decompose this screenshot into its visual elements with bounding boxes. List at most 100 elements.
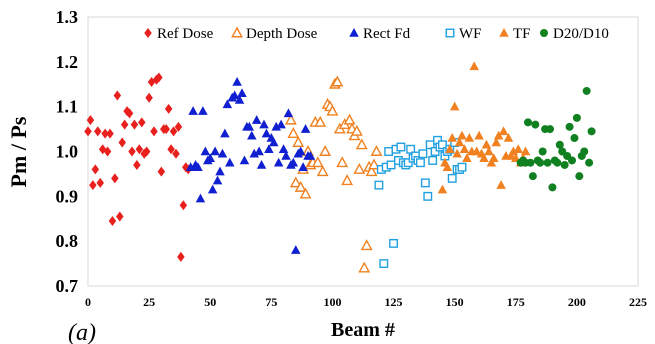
data-point-tf xyxy=(437,184,448,194)
legend-label: WF xyxy=(459,26,482,42)
data-point-rect-fd xyxy=(207,184,218,194)
data-point-rect-fd xyxy=(259,119,269,129)
data-point-ref-dose xyxy=(138,117,146,128)
data-point-depth-dose xyxy=(343,113,356,125)
data-point-ref-dose xyxy=(155,72,163,83)
data-point-tf xyxy=(498,126,509,136)
data-point-depth-dose xyxy=(287,127,300,139)
data-point-wf xyxy=(425,140,435,150)
data-point-depth-dose xyxy=(294,180,307,192)
data-point-tf xyxy=(506,150,516,160)
data-point-tf xyxy=(481,139,492,149)
data-point-depth-dose xyxy=(355,138,368,150)
data-point-depth-dose xyxy=(316,165,329,177)
x-tick-label: 25 xyxy=(143,295,155,309)
data-point-ref-dose xyxy=(84,126,92,137)
y-tick-label: 0.9 xyxy=(56,186,79,206)
data-points xyxy=(84,61,596,273)
data-point-wf xyxy=(428,156,438,165)
data-point-depth-dose xyxy=(336,156,349,168)
data-point-depth-dose xyxy=(331,75,344,87)
data-point-tf xyxy=(442,162,453,171)
data-point-tf xyxy=(474,130,484,140)
data-point-ref-dose xyxy=(179,200,188,211)
data-point-rect-fd xyxy=(229,90,240,100)
data-point-tf xyxy=(520,146,531,156)
data-point-ref-dose xyxy=(167,144,175,155)
data-point-rect-fd xyxy=(193,162,203,171)
data-point-wf xyxy=(418,149,428,159)
y-tick-label: 0.8 xyxy=(56,231,79,251)
data-point-rect-fd xyxy=(271,121,281,131)
data-point-depth-dose xyxy=(370,145,383,156)
data-point-rect-fd xyxy=(256,159,267,169)
data-point-rect-fd xyxy=(300,124,311,133)
y-tick-label: 1.2 xyxy=(56,52,79,72)
data-point-ref-dose xyxy=(106,128,114,139)
data-point-d20-d10 xyxy=(531,120,540,129)
data-point-ref-dose xyxy=(89,180,97,191)
y-axis-title: Pm / Ps xyxy=(6,116,31,187)
data-point-ref-dose xyxy=(177,251,185,262)
data-point-tf xyxy=(491,137,501,147)
data-point-depth-dose xyxy=(365,165,378,177)
data-point-d20-d10 xyxy=(565,122,574,131)
data-point-rect-fd xyxy=(210,146,220,156)
data-point-wf xyxy=(379,259,389,269)
legend-label: Ref Dose xyxy=(157,26,214,42)
data-point-rect-fd xyxy=(298,162,308,171)
data-point-depth-dose xyxy=(360,239,373,251)
data-point-rect-fd xyxy=(273,157,284,167)
data-point-depth-dose xyxy=(319,145,332,156)
data-point-ref-dose xyxy=(169,126,178,137)
axes: 0.7 0.8 0.9 1.0 1.1 1.2 1.3 0 25 50 75 100 125 150 175… xyxy=(56,7,648,309)
data-point-tf xyxy=(479,153,489,162)
legend-label: TF xyxy=(513,26,531,42)
data-point-tf xyxy=(462,153,472,162)
data-point-ref-dose xyxy=(172,148,180,159)
legend-marker xyxy=(144,28,152,38)
data-point-rect-fd xyxy=(237,88,247,97)
data-point-ref-dose xyxy=(125,108,134,119)
data-point-rect-fd xyxy=(264,144,274,154)
x-tick-label: 225 xyxy=(629,295,647,309)
legend: Ref Dose Depth Dose Rect Fd WF TF D20/D10 xyxy=(144,26,609,42)
y-tick-label: 1.1 xyxy=(56,97,79,117)
data-point-rect-fd xyxy=(244,121,255,131)
data-point-ref-dose xyxy=(111,173,119,184)
data-point-wf xyxy=(374,180,384,190)
x-tick-label: 100 xyxy=(323,295,341,309)
data-point-d20-d10 xyxy=(538,147,547,156)
data-point-wf xyxy=(396,142,406,152)
data-point-wf xyxy=(447,173,457,183)
data-point-tf xyxy=(508,146,519,156)
data-point-d20-d10 xyxy=(546,125,554,134)
data-point-depth-dose xyxy=(341,174,354,186)
data-point-rect-fd xyxy=(198,106,208,115)
legend-marker xyxy=(349,28,359,37)
data-point-d20-d10 xyxy=(555,140,564,149)
data-point-rect-fd xyxy=(220,128,230,138)
data-point-wf xyxy=(457,162,467,172)
x-axis-title: Beam # xyxy=(331,319,395,341)
data-point-rect-fd xyxy=(295,146,306,156)
data-point-tf xyxy=(496,180,506,189)
data-point-tf xyxy=(464,133,475,142)
data-point-rect-fd xyxy=(291,245,301,254)
data-point-ref-dose xyxy=(133,159,141,170)
data-point-depth-dose xyxy=(326,104,339,116)
data-point-wf xyxy=(415,158,425,168)
data-point-ref-dose xyxy=(101,128,109,139)
data-point-rect-fd xyxy=(222,99,233,109)
x-tick-label: 50 xyxy=(204,295,216,309)
data-point-rect-fd xyxy=(269,137,279,147)
data-point-ref-dose xyxy=(86,115,95,126)
x-tick-label: 125 xyxy=(385,295,403,309)
data-point-depth-dose xyxy=(299,187,312,199)
legend-label: D20/D10 xyxy=(553,26,609,42)
data-point-d20-d10 xyxy=(582,86,591,95)
data-point-rect-fd xyxy=(305,150,316,160)
x-tick-label: 0 xyxy=(85,295,91,309)
data-point-depth-dose xyxy=(284,113,297,125)
